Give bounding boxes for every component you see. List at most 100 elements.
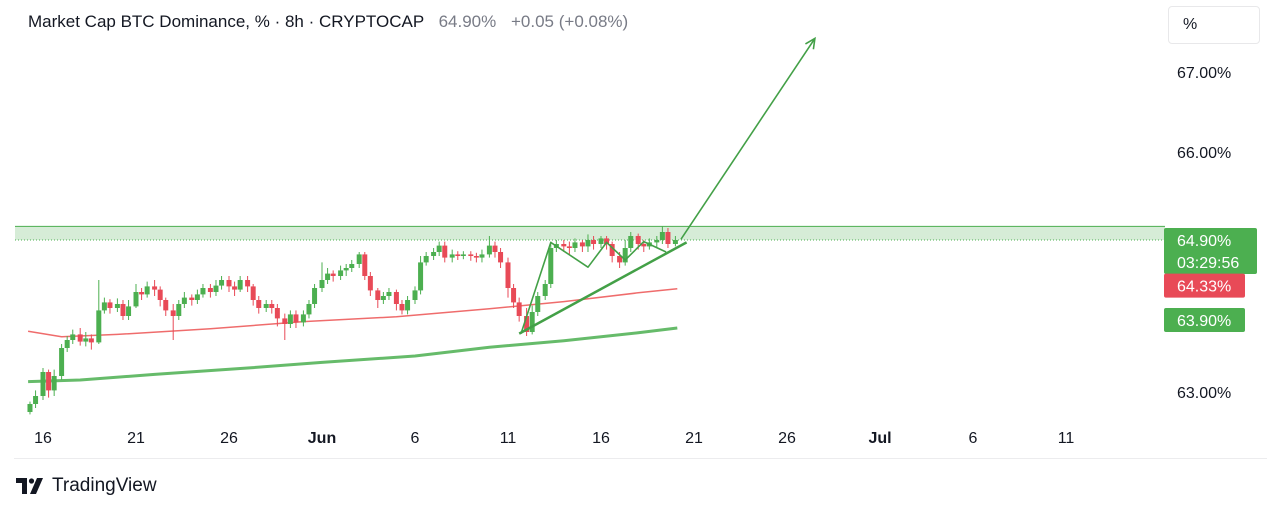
candle-body — [468, 254, 474, 256]
symbol-title[interactable]: Market Cap BTC Dominance, % · 8h · CRYPT… — [28, 12, 424, 31]
candle-body — [343, 268, 349, 271]
candle-body — [356, 254, 362, 264]
x-tick-label: Jul — [868, 430, 891, 447]
trendline — [520, 240, 667, 334]
candle-body — [144, 286, 150, 295]
candles — [27, 226, 678, 415]
candle — [479, 249, 485, 263]
candle — [101, 297, 107, 314]
candle-body — [542, 284, 548, 296]
candle — [362, 252, 368, 280]
candle-body — [524, 316, 530, 332]
candle-body — [293, 314, 299, 323]
x-tick-label: 11 — [500, 430, 517, 447]
y-axis: 67.00% 66.00% 63.00% — [1177, 65, 1231, 402]
candle — [598, 236, 604, 248]
candle-body — [460, 254, 466, 256]
price-label-box — [1164, 228, 1257, 274]
candle — [27, 401, 33, 415]
candle-body — [566, 246, 572, 248]
candle — [70, 329, 76, 344]
x-tick-label: 16 — [592, 430, 610, 447]
candle-body — [59, 348, 65, 376]
candle — [498, 248, 504, 268]
moving-average-short — [27, 288, 678, 338]
candle-body — [635, 236, 641, 244]
arrow-head — [805, 36, 816, 50]
candle — [349, 260, 355, 272]
countdown-text: 03:29:56 — [1177, 255, 1239, 272]
candle-body — [245, 280, 251, 287]
candle-body — [120, 304, 126, 316]
candle-body — [399, 304, 405, 311]
candle-body — [572, 242, 578, 248]
change-value: +0.05 (+0.08%) — [511, 12, 629, 31]
candle — [287, 310, 293, 328]
percent-scale-button[interactable]: % — [1168, 6, 1260, 44]
price-label-text: 64.33% — [1177, 279, 1231, 296]
candle — [665, 228, 671, 248]
candle — [325, 268, 331, 284]
candle — [133, 284, 139, 308]
candle — [505, 257, 511, 298]
candle-body — [88, 338, 94, 343]
candle — [460, 251, 466, 260]
candle-body — [77, 334, 83, 342]
x-tick-label: 26 — [778, 430, 796, 447]
candle — [219, 276, 225, 290]
candle-body — [176, 304, 182, 316]
projection-arrow — [680, 37, 816, 240]
x-tick-label: 26 — [220, 430, 238, 447]
candle-body — [70, 334, 76, 340]
y-tick-label: 63.00% — [1177, 385, 1231, 402]
candle — [330, 270, 336, 282]
candle — [449, 249, 455, 263]
candle-body — [659, 232, 665, 240]
x-tick-label: 21 — [127, 430, 145, 447]
candle-body — [325, 273, 331, 280]
candle — [386, 288, 392, 300]
candle-body — [194, 294, 200, 300]
x-tick-label: Jun — [308, 430, 336, 447]
candle — [405, 296, 411, 315]
x-tick-label: 11 — [1058, 430, 1075, 447]
candle-body — [282, 318, 288, 324]
candle-body — [511, 288, 517, 303]
candle — [245, 276, 251, 292]
candle — [200, 284, 206, 298]
candle — [213, 280, 219, 296]
candle-body — [436, 245, 442, 252]
candle — [423, 252, 429, 266]
candle-body — [83, 338, 89, 342]
candle — [232, 281, 238, 296]
candle — [120, 300, 126, 320]
candle-body — [641, 244, 647, 247]
candle — [442, 241, 448, 263]
candle — [139, 288, 145, 300]
candle — [566, 241, 572, 255]
candle-body — [585, 240, 591, 247]
candle-body — [64, 340, 70, 348]
tradingview-logo[interactable]: TradingView — [16, 475, 157, 497]
candle — [511, 284, 517, 308]
candle-body — [367, 276, 373, 291]
candle-body — [96, 310, 102, 343]
x-tick-label: 16 — [34, 430, 52, 447]
candle — [380, 292, 386, 304]
candle-body — [442, 245, 448, 258]
footer-divider — [14, 458, 1267, 459]
candle — [176, 300, 182, 320]
price-label-text: 63.90% — [1177, 313, 1231, 330]
candle-body — [479, 254, 485, 258]
candle-body — [617, 256, 623, 263]
candle — [572, 238, 578, 252]
candle-body — [516, 302, 522, 316]
candle — [561, 240, 567, 252]
candle — [144, 281, 150, 298]
candle — [96, 280, 102, 344]
candle — [194, 289, 200, 304]
candle — [64, 336, 70, 352]
candle — [412, 286, 418, 304]
candle-body — [40, 372, 46, 396]
